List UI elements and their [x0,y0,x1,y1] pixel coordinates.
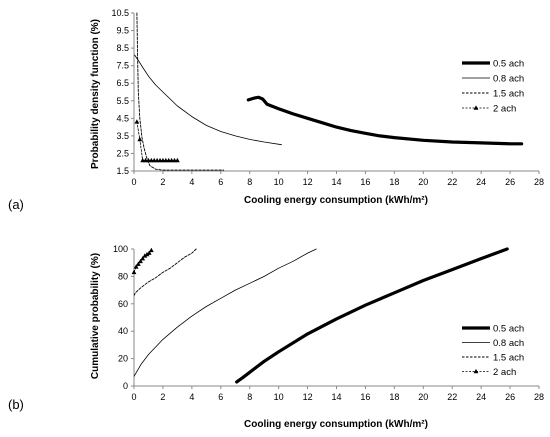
x-tick-label: 2 [160,392,165,402]
x-tick-label: 20 [418,392,428,402]
y-axis-title-a: Probability density function (%) [90,19,101,169]
y-axis-title-b: Cumulative probability (%) [90,253,101,379]
x-tick-label: 28 [534,177,544,187]
series-line-0-5-ach [235,247,509,384]
series-line-1-5-ach [136,12,225,171]
x-tick-label: 8 [247,392,252,402]
x-tick-label: 18 [389,392,399,402]
legend-label: 0.8 ach [493,74,524,85]
series-line-0-8-ach [134,248,317,377]
y-tick-label: 3.5 [116,131,129,141]
data-point-2-ach [140,255,146,261]
x-tick-label: 16 [360,392,370,402]
x-tick-label: 26 [505,392,515,402]
data-point-2-ach [174,157,180,163]
x-tick-label: 10 [274,177,284,187]
data-point-2-ach [131,269,137,275]
panel-label-b: (b) [8,397,24,412]
x-axis-title-a: Cooling energy consumption (kWh/m²) [244,195,428,206]
x-tick-label: 18 [389,177,399,187]
legend-label: 2 ach [493,104,516,115]
data-point-2-ach [146,250,152,255]
panel-label-a: (a) [8,197,24,212]
data-point-2-ach [142,253,148,258]
x-tick-label: 0 [131,177,136,187]
y-tick-label: 9.5 [116,26,129,36]
data-point-2-ach [135,261,141,266]
legend-marker [473,105,479,110]
y-tick-label: 80 [118,271,128,281]
x-tick-label: 10 [274,392,284,402]
y-tick-label: 100 [113,244,128,254]
series-line-0-5-ach [246,95,524,146]
y-tick-label: 60 [118,299,128,309]
x-tick-label: 0 [131,392,136,402]
data-point-2-ach [134,119,140,124]
x-tick-label: 22 [447,392,457,402]
x-tick-label: 8 [247,177,252,187]
x-axis-title-b: Cooling energy consumption (kWh/m²) [244,419,428,430]
y-tick-label: 40 [118,326,128,336]
data-point-2-ach [137,136,143,142]
x-tick-label: 4 [189,177,194,187]
legend-label: 0.5 ach [493,59,524,70]
legend-label: 1.5 ach [493,89,524,100]
y-tick-label: 4.5 [116,113,129,123]
x-tick-label: 12 [303,177,313,187]
legend-marker [473,368,479,374]
legend-label: 2 ach [493,367,516,378]
x-tick-label: 12 [303,392,313,402]
series-line-1-5-ach [134,248,197,297]
x-tick-label: 22 [447,177,457,187]
legend-label: 1.5 ach [493,353,524,364]
y-tick-label: 2.5 [116,148,129,158]
data-point-2-ach [133,264,139,269]
x-tick-label: 24 [476,177,486,187]
y-tick-label: 8.5 [116,43,129,53]
y-tick-label: 20 [118,354,128,364]
x-tick-label: 6 [218,177,223,187]
x-tick-label: 14 [331,392,341,402]
y-tick-label: 6.5 [116,78,129,88]
series-line-0-8-ach [134,54,282,146]
y-tick-label: 0 [123,381,128,391]
x-tick-label: 24 [476,392,486,402]
y-tick-label: 5.5 [116,96,129,106]
x-tick-label: 6 [218,392,223,402]
y-tick-label: 1.5 [116,166,129,176]
chart-a: (a) Probability density function (%) Coo… [8,8,544,212]
x-tick-label: 4 [189,392,194,402]
y-tick-label: 10.5 [111,8,129,18]
x-tick-label: 14 [331,177,341,187]
chart-b: (b) Cumulative probability (%) Cooling e… [8,244,544,430]
legend-label: 0.8 ach [493,338,524,349]
legend-label: 0.5 ach [493,324,524,335]
x-tick-label: 26 [505,177,515,187]
y-tick-label: 7.5 [116,61,129,71]
x-tick-label: 16 [360,177,370,187]
data-point-2-ach [138,258,143,264]
data-point-2-ach [148,247,154,253]
data-point-2-ach [144,251,150,257]
x-tick-label: 2 [160,177,165,187]
x-tick-label: 28 [534,392,544,402]
x-tick-label: 20 [418,177,428,187]
